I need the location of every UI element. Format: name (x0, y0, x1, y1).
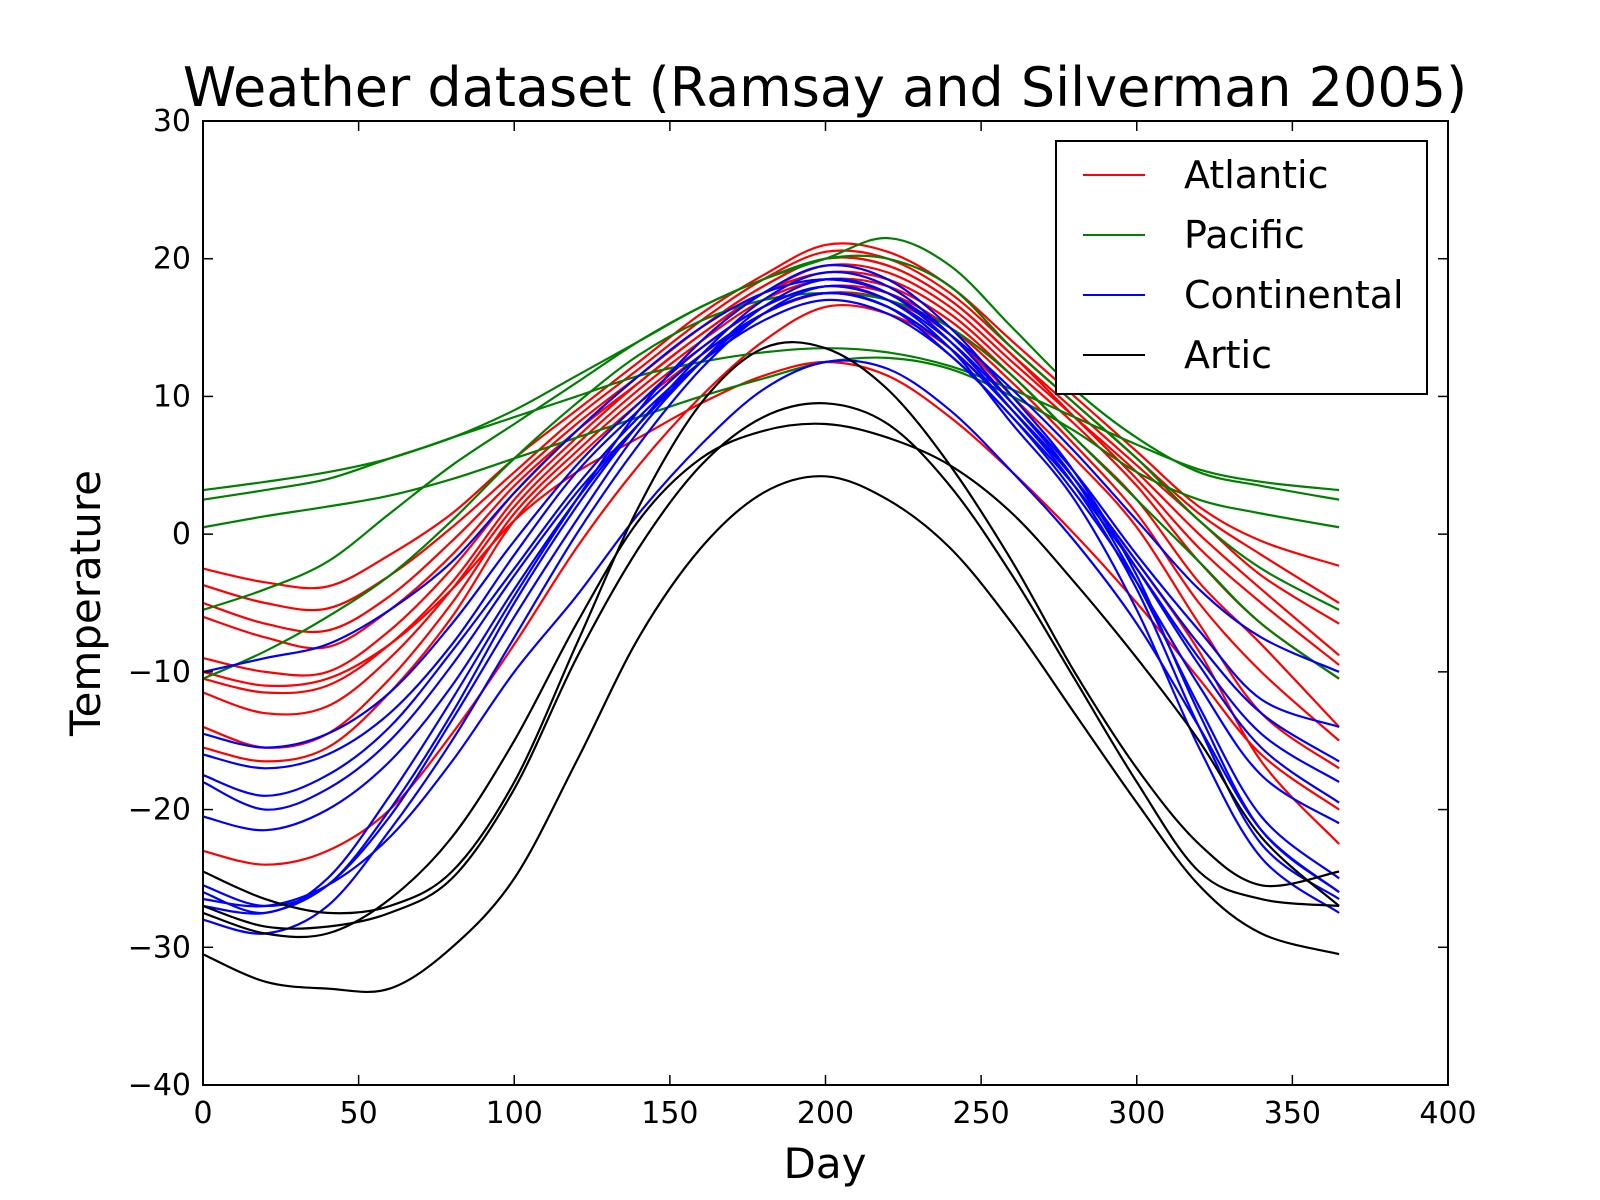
y-tick-label: 30 (153, 104, 191, 139)
y-tick-label: 20 (153, 242, 191, 277)
chart-title: Weather dataset (Ramsay and Silverman 20… (183, 56, 1467, 119)
series-line-continental-7 (202, 270, 1340, 908)
series-line-artic-3 (202, 422, 1340, 939)
legend-label-continental: Continental (1184, 273, 1404, 317)
x-tick-label: 300 (1108, 1096, 1165, 1131)
series-lines (202, 236, 1340, 994)
series-line-atlantic-11 (202, 360, 1340, 811)
axis-ticks: 0 50 100 150 200 250 300 350 400 −40 −30 −20 −10 0 10 2… (128, 104, 1477, 1131)
x-tick-label: 250 (952, 1096, 1009, 1131)
series-line-continental-8 (202, 264, 1340, 915)
legend: Atlantic Pacific Continental Artic (1055, 140, 1428, 395)
series-line-continental-9 (202, 277, 1340, 915)
legend-label-artic: Artic (1184, 333, 1272, 377)
series-line-continental-11 (202, 359, 1340, 908)
y-tick-label: −20 (128, 793, 191, 828)
legend-label-atlantic: Atlantic (1184, 153, 1329, 197)
series-line-artic-1 (202, 341, 1340, 915)
x-tick-label: 350 (1264, 1096, 1321, 1131)
y-tick-label: −40 (128, 1068, 191, 1103)
series-line-artic-4 (202, 475, 1340, 994)
x-axis-label: Day (784, 1139, 867, 1188)
y-tick-label: 10 (153, 379, 191, 414)
y-axis-label: Temperature (61, 470, 110, 737)
x-tick-label: 200 (797, 1096, 854, 1131)
series-line-atlantic-1 (202, 242, 1340, 590)
x-tick-label: 400 (1419, 1096, 1476, 1131)
series-line-artic-2 (202, 402, 1340, 930)
y-tick-label: −10 (128, 655, 191, 690)
legend-frame (1055, 140, 1428, 395)
y-tick-label: −30 (128, 930, 191, 965)
x-tick-label: 100 (486, 1096, 543, 1131)
legend-label-pacific: Pacific (1184, 213, 1305, 257)
series-line-continental-10 (202, 284, 1340, 935)
y-tick-label: 0 (172, 517, 191, 552)
series-line-atlantic-5 (202, 256, 1340, 677)
x-tick-label: 0 (193, 1096, 212, 1131)
x-tick-label: 50 (340, 1096, 378, 1131)
series-line-pacific-3 (202, 356, 1340, 529)
x-tick-label: 150 (641, 1096, 698, 1131)
series-line-pacific-4 (202, 254, 1340, 611)
